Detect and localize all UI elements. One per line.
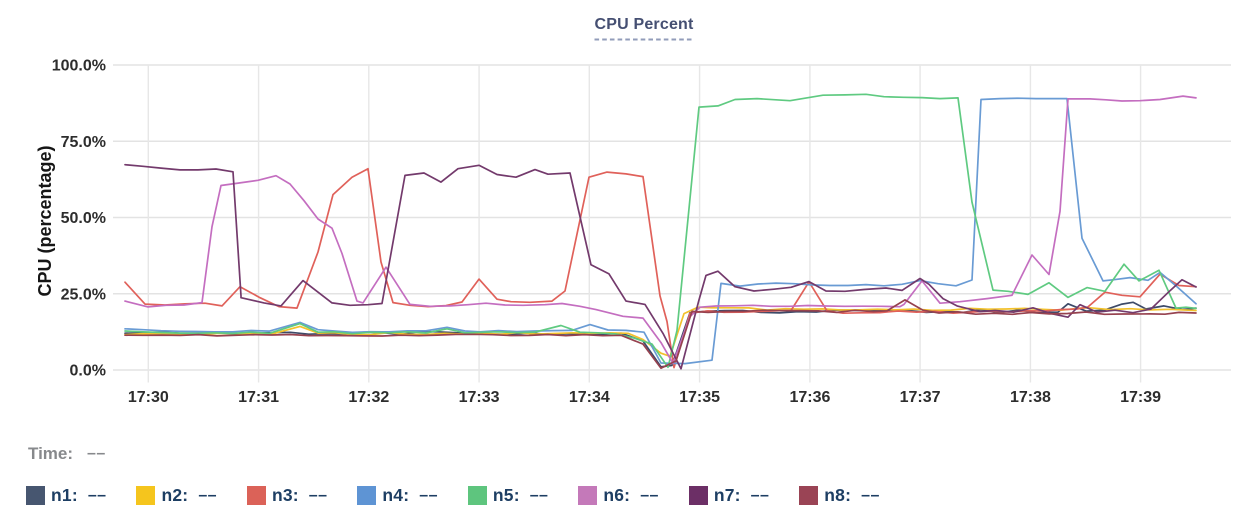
svg-text:CPU (percentage): CPU (percentage) — [35, 145, 55, 296]
svg-text:17:30: 17:30 — [128, 389, 169, 406]
svg-text:17:36: 17:36 — [789, 389, 830, 406]
svg-text:17:33: 17:33 — [459, 389, 500, 406]
svg-text:17:31: 17:31 — [238, 389, 279, 406]
svg-text:100.0%: 100.0% — [52, 58, 106, 75]
svg-text:17:38: 17:38 — [1010, 389, 1051, 406]
svg-text:75.0%: 75.0% — [61, 134, 106, 151]
svg-text:17:39: 17:39 — [1120, 389, 1161, 406]
svg-text:17:32: 17:32 — [348, 389, 389, 406]
svg-text:17:37: 17:37 — [900, 389, 941, 406]
svg-text:50.0%: 50.0% — [61, 210, 106, 227]
svg-text:17:35: 17:35 — [679, 389, 720, 406]
svg-text:0.0%: 0.0% — [70, 363, 106, 380]
svg-text:25.0%: 25.0% — [61, 286, 106, 303]
svg-text:17:34: 17:34 — [569, 389, 610, 406]
